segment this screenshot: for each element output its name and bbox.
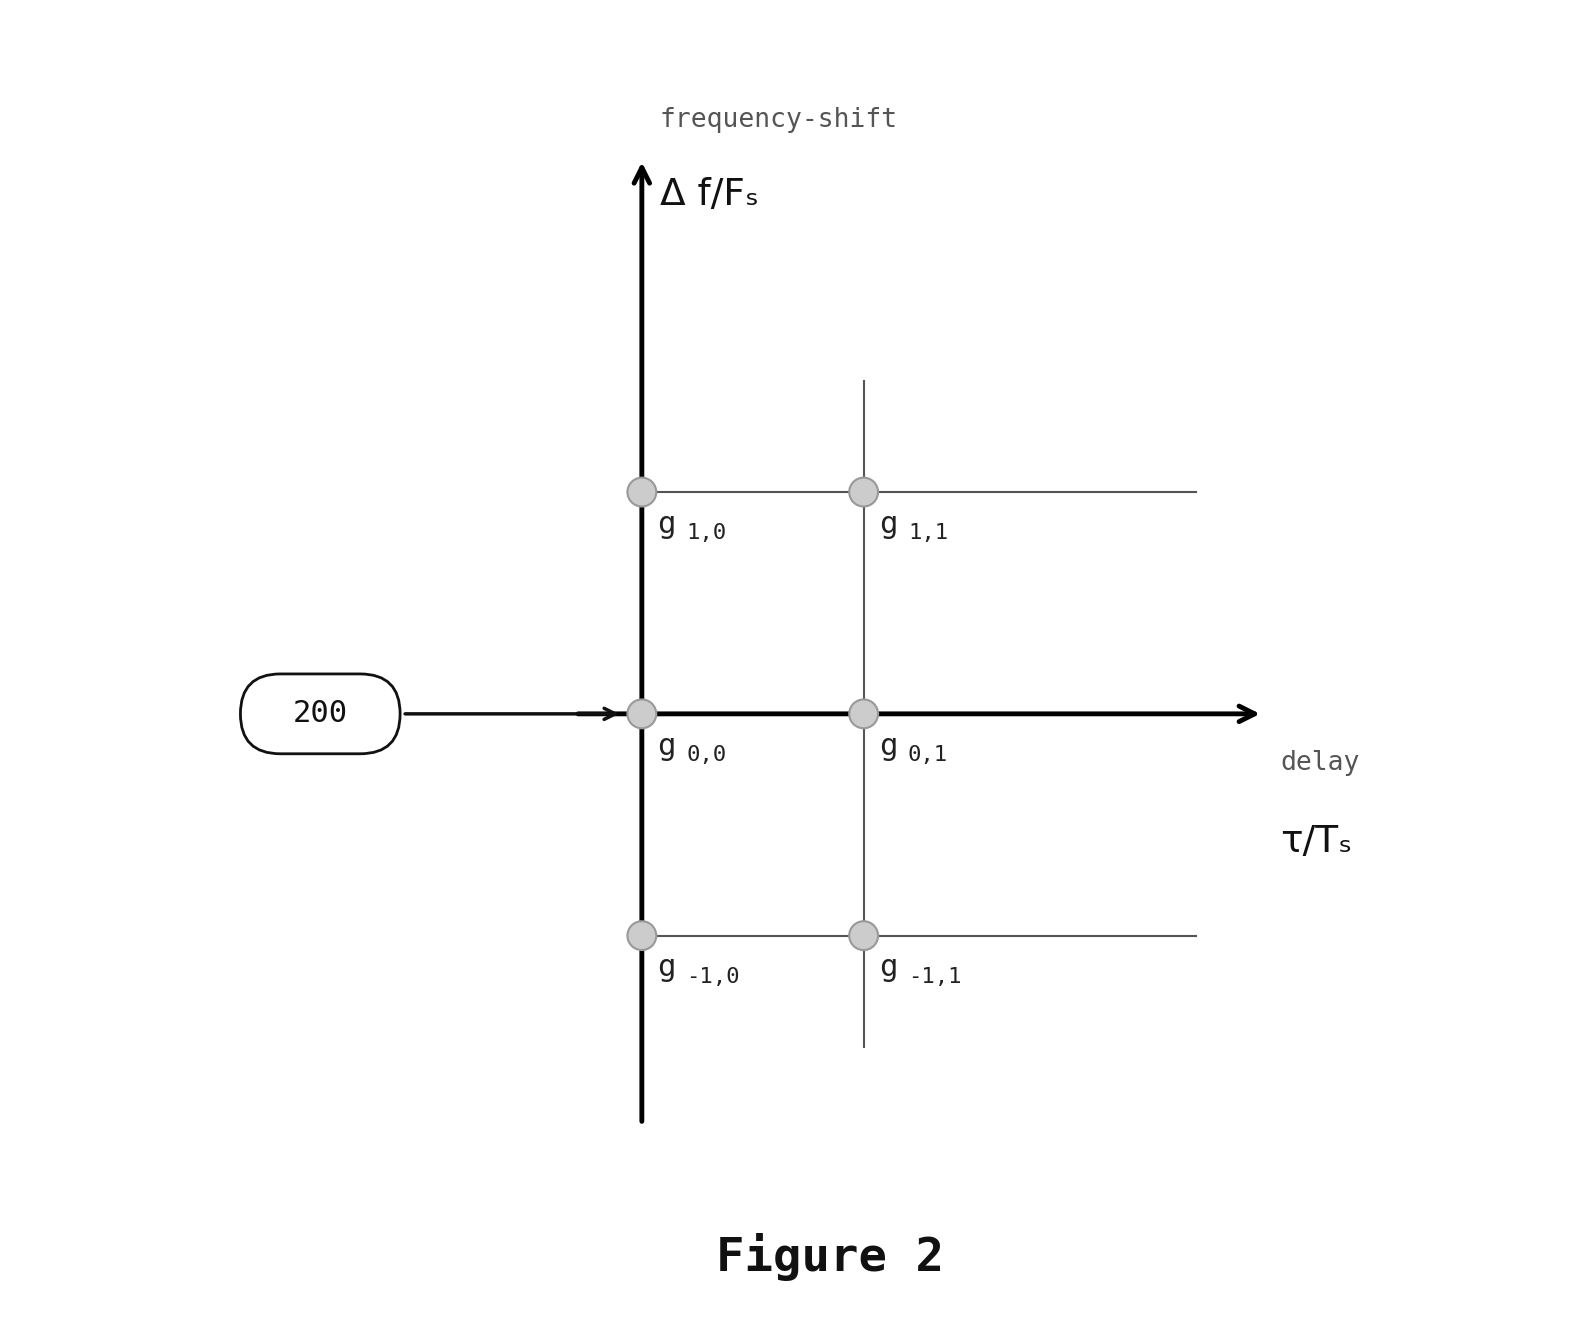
Text: g: g (879, 953, 898, 983)
Text: g: g (879, 510, 898, 538)
Text: -1,0: -1,0 (687, 967, 740, 987)
Text: 1,1: 1,1 (909, 524, 948, 544)
Circle shape (849, 699, 879, 728)
Circle shape (627, 699, 656, 728)
Text: Δ f/Fₛ: Δ f/Fₛ (660, 177, 758, 213)
Text: frequency-shift: frequency-shift (660, 107, 898, 133)
Circle shape (627, 921, 656, 951)
Text: -1,1: -1,1 (909, 967, 962, 987)
Text: 1,0: 1,0 (687, 524, 726, 544)
Text: g: g (657, 510, 676, 538)
Circle shape (849, 478, 879, 506)
Text: g: g (879, 731, 898, 761)
Circle shape (849, 921, 879, 951)
Text: 0,1: 0,1 (909, 744, 948, 765)
Text: Figure 2: Figure 2 (717, 1233, 945, 1281)
Text: 200: 200 (292, 699, 347, 728)
Text: τ/Tₛ: τ/Tₛ (1281, 825, 1352, 861)
Text: g: g (657, 731, 676, 761)
Circle shape (627, 478, 656, 506)
Text: 0,0: 0,0 (687, 744, 726, 765)
Text: g: g (657, 953, 676, 983)
Text: delay: delay (1281, 750, 1360, 775)
